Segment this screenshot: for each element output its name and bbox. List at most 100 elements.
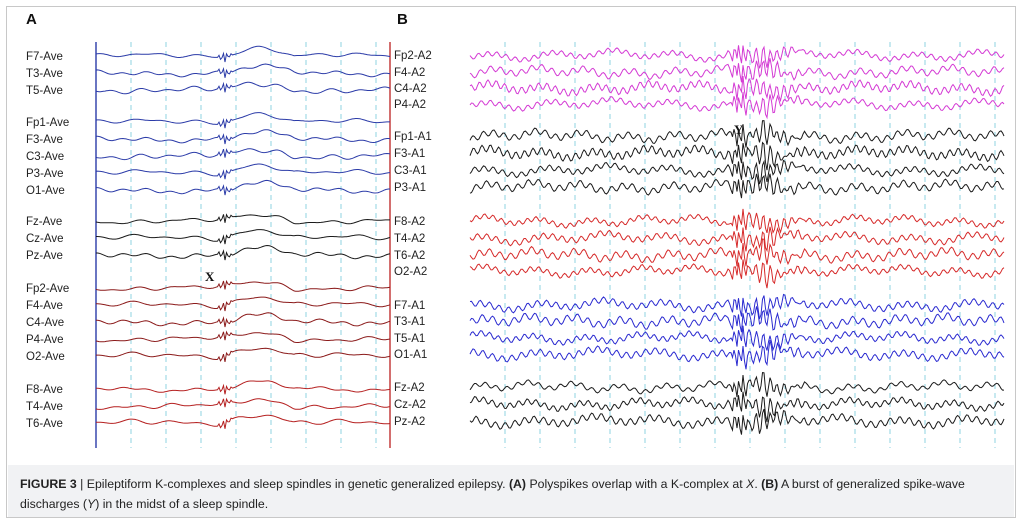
eeg-trace — [95, 81, 391, 95]
channel-label: C4-A2 — [394, 83, 427, 95]
channel-label: O2-A2 — [394, 266, 427, 278]
channel-label: F8-A2 — [394, 216, 425, 228]
caption-text-1: Epileptiform K-complexes and sleep spind… — [86, 477, 509, 491]
eeg-trace — [95, 129, 391, 145]
eeg-trace — [469, 173, 1005, 199]
eeg-trace — [95, 45, 391, 63]
channel-label: F7-A1 — [394, 300, 425, 312]
caption-text-4: A burst of generalized spike-wave discha… — [20, 477, 965, 511]
eeg-trace — [95, 330, 391, 343]
caption-text-2: Polyspikes overlap with a K-complex at — [526, 477, 747, 491]
channel-label: T4-A2 — [394, 233, 425, 245]
eeg-trace — [469, 259, 1005, 289]
eeg-trace — [469, 159, 1005, 185]
panel-b-traces — [469, 45, 1005, 435]
eeg-trace — [469, 238, 1005, 267]
channel-label: C3-Ave — [26, 151, 64, 163]
eeg-trace — [95, 63, 391, 78]
eeg-trace — [469, 306, 1005, 333]
panel-a-grid — [130, 42, 377, 448]
eeg-trace — [96, 347, 391, 362]
figure-frame — [6, 6, 1016, 518]
channel-label: P4-A2 — [394, 99, 426, 111]
eeg-trace — [96, 229, 391, 245]
channel-label: Fp2-A2 — [394, 50, 432, 62]
caption-bold-a: (A) — [508, 477, 527, 491]
eeg-trace — [469, 58, 1005, 83]
eeg-trace — [469, 293, 1005, 320]
channel-label: T6-A2 — [394, 250, 425, 262]
eeg-trace — [469, 391, 1005, 423]
eeg-trace — [469, 339, 1005, 370]
channel-label: P3-Ave — [26, 168, 64, 180]
channel-label: C4-Ave — [26, 317, 64, 329]
caption-italic-x: X — [746, 477, 755, 491]
caption-italic-y: Y — [86, 497, 96, 511]
channel-label: F3-A1 — [394, 148, 425, 160]
channel-label: F4-Ave — [26, 300, 63, 312]
eeg-trace — [95, 213, 390, 225]
channel-label: F8-Ave — [26, 384, 63, 396]
channel-label: F4-A2 — [394, 67, 425, 79]
channel-label: O2-Ave — [26, 351, 65, 363]
eeg-trace — [469, 325, 1005, 352]
eeg-trace — [469, 226, 1005, 253]
panel-b-grid — [504, 42, 996, 448]
eeg-trace — [96, 244, 391, 261]
eeg-trace — [95, 414, 391, 429]
channel-label: P4-Ave — [26, 334, 64, 346]
channel-label: F7-Ave — [26, 51, 63, 63]
channel-label: Cz-A2 — [394, 399, 426, 411]
channel-label: Cz-Ave — [26, 233, 64, 245]
panel-b-label: B — [397, 11, 408, 28]
caption-figure-label: FIGURE 3 — [20, 477, 77, 491]
eeg-trace — [469, 45, 1005, 69]
caption-bold-b: (B) — [761, 477, 779, 491]
eeg-trace — [95, 397, 391, 410]
eeg-trace — [95, 148, 391, 161]
channel-label: O1-A1 — [394, 349, 427, 361]
eeg-trace — [95, 163, 391, 180]
channel-label: Fz-A2 — [394, 382, 425, 394]
eeg-figure: A B F7-Ave T3-Ave T5-Ave Fp1-Ave F3-Ave C3-Av… — [26, 11, 1005, 448]
channel-label: T3-Ave — [26, 68, 63, 80]
eeg-trace — [96, 296, 391, 312]
eeg-trace — [469, 120, 1005, 148]
panel-b-channel-labels: Fp2-A2 F4-A2 C4-A2 P4-A2 Fp1-A1 F3-A1 C3-A1 P3-… — [394, 50, 432, 428]
channel-label: P3-A1 — [394, 182, 426, 194]
eeg-trace — [96, 380, 391, 395]
channel-label: T4-Ave — [26, 401, 63, 413]
channel-label: O1-Ave — [26, 185, 65, 197]
caption-text-5: ) in the midst of a sleep spindle. — [95, 497, 269, 511]
channel-label: F3-Ave — [26, 134, 63, 146]
figure-caption: FIGURE 3 | Epileptiform K-complexes and … — [8, 465, 1014, 517]
eeg-trace — [469, 408, 1005, 435]
channel-label: C3-A1 — [394, 165, 427, 177]
channel-label: Fp1-Ave — [26, 117, 69, 129]
caption-separator: | — [76, 477, 87, 491]
eeg-trace — [469, 91, 1005, 120]
channel-label: Pz-Ave — [26, 250, 63, 262]
eeg-trace — [96, 312, 391, 328]
channel-label: T5-Ave — [26, 85, 63, 97]
eeg-trace — [469, 76, 1005, 103]
channel-label: Fp2-Ave — [26, 283, 69, 295]
channel-label: T3-A1 — [394, 316, 425, 328]
channel-label: Fp1-A1 — [394, 131, 432, 143]
marker-y: Y — [734, 122, 744, 137]
caption-text-3: . — [754, 477, 762, 491]
panel-a-label: A — [26, 11, 37, 28]
panel-a-traces — [95, 42, 391, 448]
channel-label: T5-A1 — [394, 333, 425, 345]
eeg-trace — [95, 279, 391, 292]
channel-label: Pz-A2 — [394, 416, 425, 428]
eeg-trace — [469, 372, 1004, 398]
channel-label: T6-Ave — [26, 418, 63, 430]
channel-label: Fz-Ave — [26, 216, 62, 228]
marker-x: X — [205, 269, 215, 284]
eeg-trace — [469, 208, 1005, 235]
panel-a-channel-labels: F7-Ave T3-Ave T5-Ave Fp1-Ave F3-Ave C3-Ave P3-… — [26, 51, 69, 430]
eeg-trace — [96, 179, 390, 196]
eeg-trace — [469, 141, 1005, 171]
eeg-trace — [95, 112, 390, 129]
